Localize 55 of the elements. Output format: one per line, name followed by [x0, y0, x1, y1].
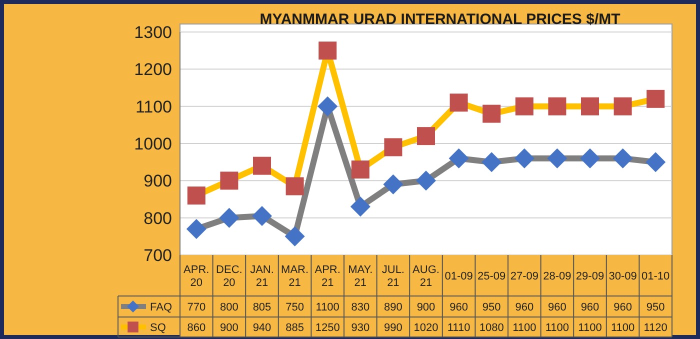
- x-tick-label: 28-09: [543, 270, 572, 282]
- x-tick-label: APR. 21: [314, 264, 340, 289]
- x-tick-label: JUL. 21: [382, 264, 405, 289]
- y-tick-label: 1000: [134, 134, 172, 154]
- data-label: 885: [286, 322, 304, 334]
- data-label: 940: [252, 322, 272, 334]
- y-tick-label: 1300: [134, 22, 172, 42]
- data-label: 960: [450, 301, 468, 314]
- x-tick-label: MAR. 21: [281, 264, 309, 289]
- x-tick-label: MAY. 21: [348, 264, 373, 289]
- y-tick-label: 700: [144, 246, 172, 265]
- data-label: 900: [416, 301, 436, 314]
- data-label: 1110: [447, 322, 470, 334]
- data-label: 990: [384, 322, 402, 334]
- data-label: 930: [351, 322, 370, 334]
- x-tick-label: 01-09: [444, 270, 473, 282]
- data-label: 1100: [545, 322, 570, 334]
- y-tick-label: 1200: [134, 60, 172, 80]
- x-tick-label: AUG. 21: [412, 264, 440, 289]
- y-tick-label: 900: [144, 172, 172, 191]
- legend-label: SQ: [150, 322, 166, 334]
- data-label: 1100: [512, 322, 536, 334]
- data-label: 750: [286, 301, 304, 314]
- data-label: 950: [482, 301, 501, 314]
- x-tick-label: APR. 20: [184, 264, 210, 289]
- data-label: 960: [580, 301, 600, 314]
- y-tick-label: 800: [144, 208, 172, 228]
- data-label: 770: [187, 301, 206, 314]
- data-label: 900: [220, 322, 238, 334]
- data-label: 1100: [316, 301, 340, 314]
- data-label: 1080: [479, 322, 504, 334]
- data-label: 1250: [315, 322, 340, 334]
- data-label: 960: [548, 301, 566, 314]
- data-label: 805: [252, 301, 272, 314]
- data-label: 1120: [644, 322, 668, 334]
- x-tick-label: DEC. 20: [216, 264, 242, 289]
- x-tick-label: 27-09: [510, 270, 538, 282]
- chart-title: MYANMMAR URAD INTERNATIONAL PRICES $/MT: [260, 11, 620, 28]
- x-tick-label: JAN. 21: [250, 264, 274, 289]
- data-label: 800: [220, 301, 238, 314]
- y-tick-label: 1100: [135, 97, 172, 116]
- x-tick-label: 01-10: [642, 270, 670, 282]
- data-label: 830: [351, 301, 370, 314]
- data-label: 890: [384, 301, 402, 314]
- data-label: 1100: [578, 322, 602, 334]
- legend-label: FAQ: [150, 301, 172, 314]
- x-tick-label: 30-09: [608, 270, 637, 282]
- data-label: 860: [187, 322, 206, 334]
- data-label: 960: [614, 301, 632, 314]
- x-tick-label: 29-09: [576, 270, 604, 282]
- data-label: 960: [515, 301, 534, 314]
- x-tick-label: 25-09: [478, 270, 506, 282]
- data-label: 1100: [610, 322, 635, 334]
- data-label: 1020: [414, 322, 438, 334]
- data-label: 950: [646, 301, 665, 314]
